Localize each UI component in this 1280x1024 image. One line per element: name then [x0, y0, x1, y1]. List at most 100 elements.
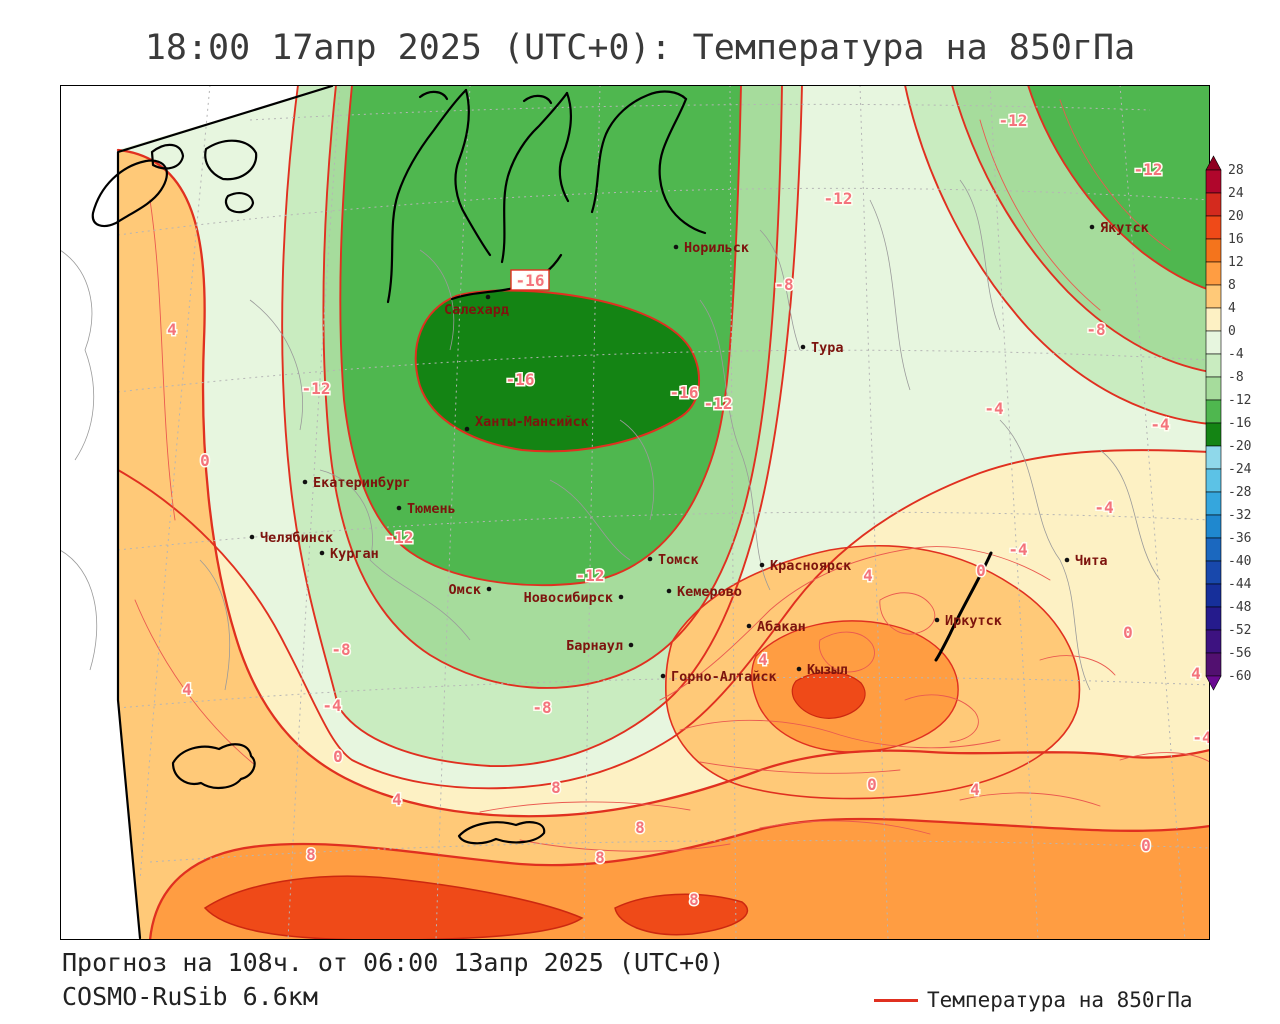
colorbar-segment: [1205, 629, 1222, 654]
colorbar-tick-label: -52: [1228, 623, 1251, 638]
legend: Температура на 850гПа: [874, 988, 1193, 1012]
city-label: Якутск: [1100, 220, 1149, 236]
city-marker: [302, 479, 308, 485]
coastlines: [91, 85, 993, 940]
island-outline: [150, 143, 185, 170]
city-markers: Норильск Салехард Тура Ханты-Мансийск Екатер…: [249, 220, 1149, 685]
contour-label: 0: [200, 451, 210, 470]
city-label: Челябинск: [260, 530, 333, 546]
city-marker: [1089, 224, 1095, 230]
colorbar-arrow-top: [1205, 155, 1222, 171]
city-marker: [673, 244, 679, 250]
contour-label: -16: [670, 383, 699, 402]
colorbar-tick-label: -24: [1228, 462, 1252, 477]
contour-label: 4: [863, 566, 873, 585]
graticule: [117, 85, 1210, 940]
city-label: Тура: [811, 340, 844, 356]
city-marker: [759, 562, 765, 568]
colorbar-segment: [1205, 192, 1222, 217]
contour-label: -12: [302, 379, 331, 398]
map-frame: Норильск Салехард Тура Ханты-Мансийск Екатер…: [60, 85, 1210, 940]
contour-label: -16: [516, 271, 545, 290]
contour-label: 0: [867, 775, 877, 794]
colorbar-tick-label: -12: [1228, 393, 1251, 408]
contour-label: 4: [167, 320, 177, 339]
colorbar-segment: [1205, 376, 1222, 401]
contour-label: 4: [758, 650, 768, 669]
contour-lines-minor: [134, 99, 1210, 852]
contour-label: 8: [595, 848, 605, 867]
city-marker: [486, 586, 492, 592]
temperature-bands: [118, 85, 1210, 940]
contour-label: 8: [551, 778, 561, 797]
contour-label: -12: [576, 566, 605, 585]
colorbar-tick-label: -20: [1228, 439, 1251, 454]
colorbar-segment: [1205, 238, 1222, 263]
colorbar-tick-label: 0: [1228, 324, 1236, 339]
colorbar-tick-label: -48: [1228, 600, 1251, 615]
colorbar-segment: [1205, 583, 1222, 608]
band-12-plus-sayan: [791, 671, 866, 719]
colorbar-tick-label: -28: [1228, 485, 1251, 500]
city-marker: [618, 594, 624, 600]
contour-label: 0: [333, 747, 343, 766]
city-label: Курган: [330, 546, 379, 562]
contour-label: -12: [704, 394, 733, 413]
city-label: Ханты-Мансийск: [475, 414, 589, 430]
city-label: Норильск: [684, 240, 749, 256]
model-domain-edge: [116, 85, 334, 940]
band-12-plus-south-b: [614, 893, 749, 936]
city-marker: [485, 294, 491, 300]
contour-label: -16: [506, 370, 535, 389]
contour-label: -4: [1150, 415, 1169, 434]
city-marker: [319, 550, 325, 556]
colorbar-tick-label: -40: [1228, 554, 1251, 569]
colorbar-segment: [1205, 606, 1222, 631]
island-outline: [224, 192, 255, 214]
colorbar-tick-label: 24: [1228, 186, 1244, 201]
colorbar-tick-label: -60: [1228, 669, 1251, 684]
colorbar-arrow-bottom: [1205, 675, 1222, 691]
colorbar-tick-label: -8: [1228, 370, 1244, 385]
colorbar-tick-label: 8: [1228, 278, 1236, 293]
contour-label: -4: [1192, 728, 1210, 747]
contour-label-box: [510, 269, 550, 291]
colorbar-tick-label: -16: [1228, 416, 1251, 431]
city-label: Томск: [658, 552, 699, 568]
contour-label: 8: [689, 890, 699, 909]
lake-baikal: [934, 551, 993, 662]
contour-label: -4: [1094, 498, 1113, 517]
city-marker: [660, 673, 666, 679]
island-outline: [91, 159, 168, 228]
band-12-plus-south-a: [203, 875, 584, 940]
colorbar-tick-label: 20: [1228, 209, 1244, 224]
colorbar-segment: [1205, 445, 1222, 470]
city-marker: [647, 556, 653, 562]
colorbar-tick-label: -44: [1228, 577, 1252, 592]
contour-label: 8: [306, 845, 316, 864]
legend-label: Температура на 850гПа: [927, 988, 1193, 1012]
contour-label: 0: [976, 561, 986, 580]
colorbar-tick-label: 12: [1228, 255, 1244, 270]
city-label: Барнаул: [566, 638, 623, 654]
contour-labels: -12 -12 -12 -8 -16 -8 4 -12 -16 -16 -12 -4 -4 0 -4 -12 -…: [166, 110, 1210, 911]
city-label: Новосибирск: [524, 590, 613, 606]
colorbar-segment: [1205, 215, 1222, 240]
colorbar-segment: [1205, 353, 1222, 378]
yenisei-gulf-coast: [590, 90, 688, 214]
contour-label: 4: [970, 780, 980, 799]
ob-estuary-coast: [386, 88, 468, 304]
colorbar-segment: [1205, 537, 1222, 562]
city-marker: [249, 534, 255, 540]
city-label: Омск: [448, 582, 481, 598]
lake-outline-southwest: [171, 743, 256, 789]
city-marker: [934, 617, 940, 623]
colorbar-tick-label: 4: [1228, 301, 1236, 316]
band-neg20-neg16-core: [414, 289, 700, 453]
city-label: Иркутск: [945, 613, 1002, 629]
colorbar-segment: [1205, 169, 1222, 194]
colorbar-tick-label: -36: [1228, 531, 1251, 546]
colorbar-segment: [1205, 399, 1222, 424]
city-label: Салехард: [444, 302, 509, 318]
